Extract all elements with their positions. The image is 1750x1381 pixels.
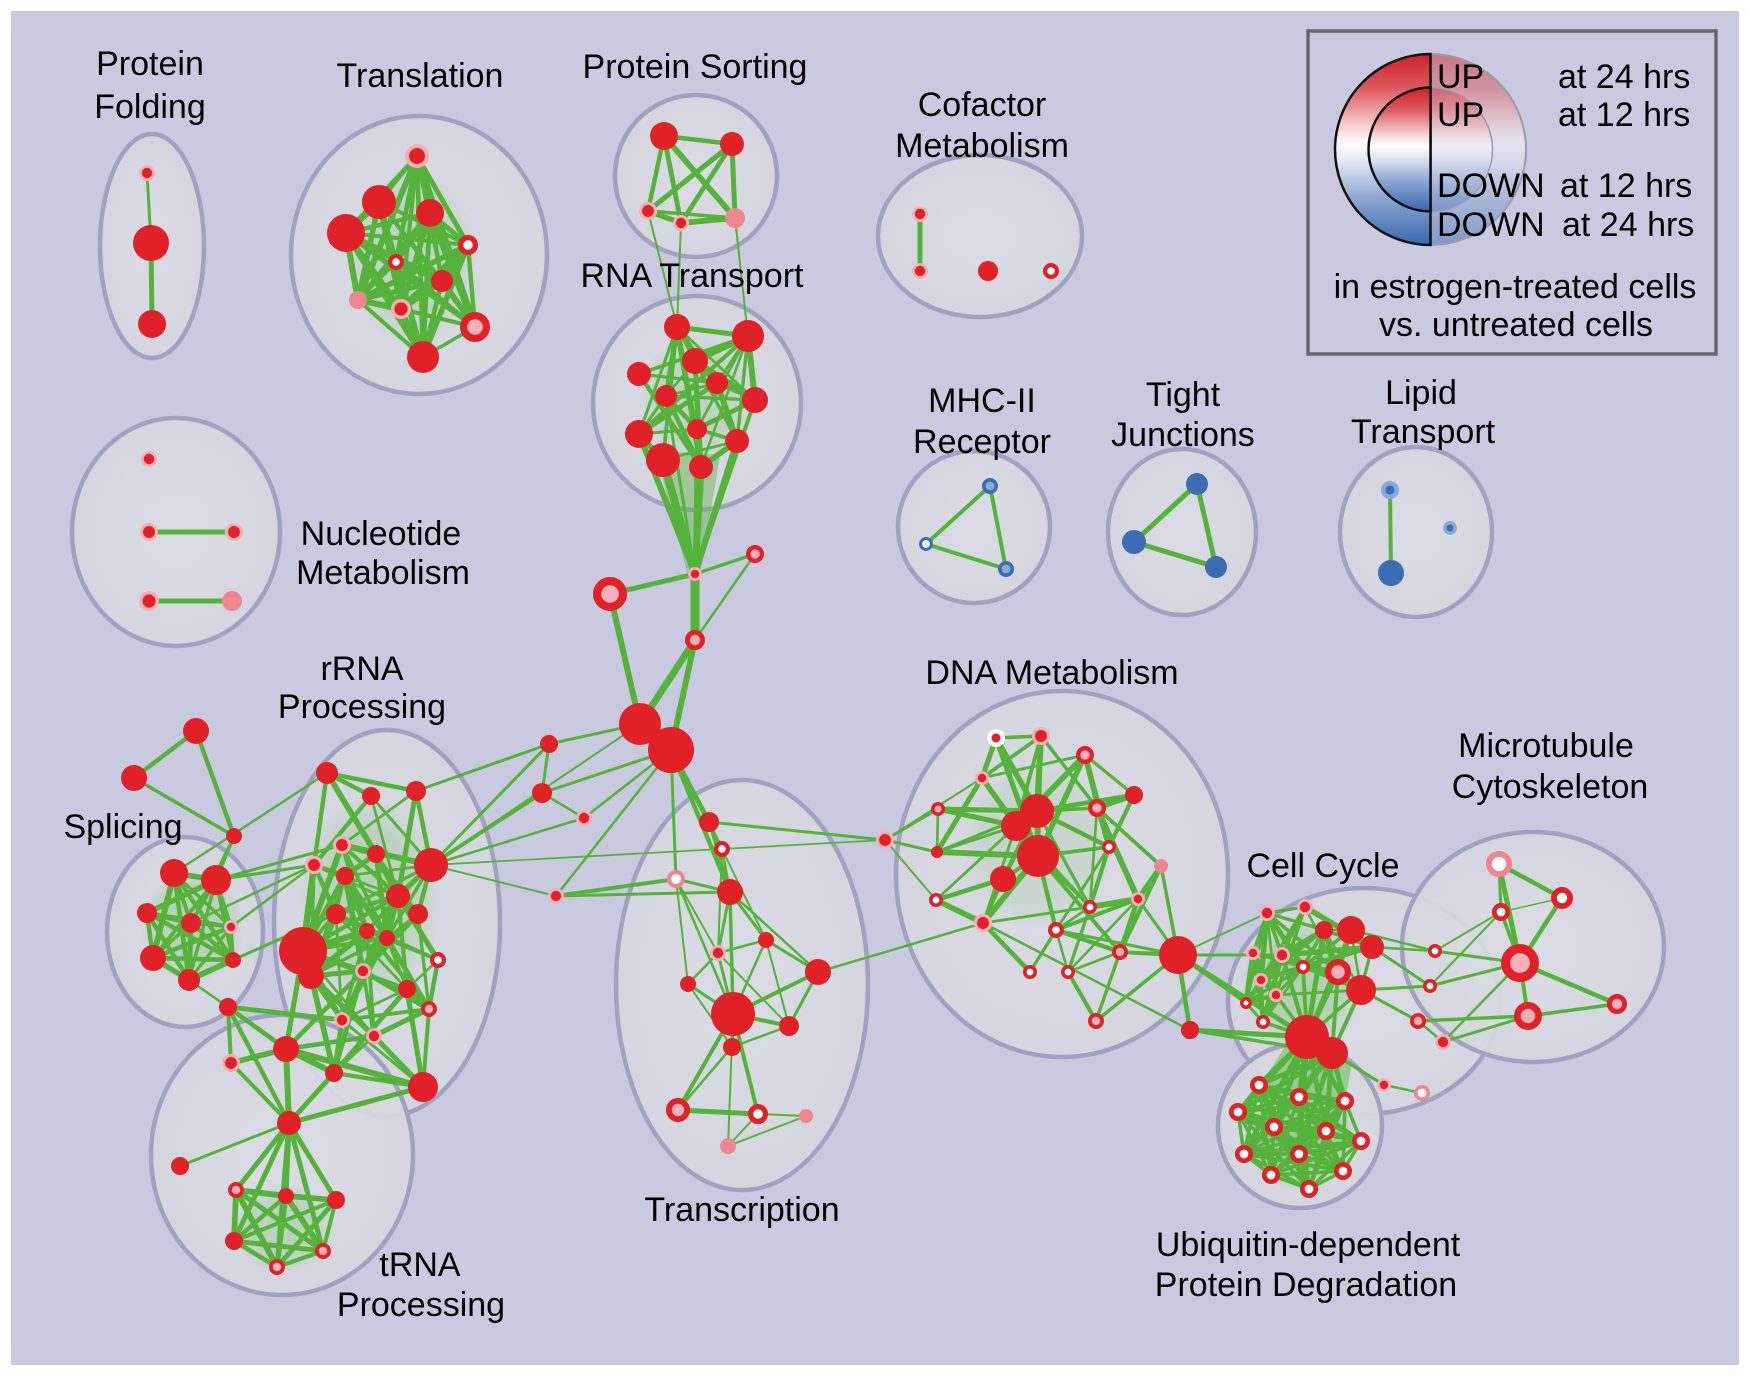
svg-text:Junctions: Junctions bbox=[1111, 416, 1255, 454]
svg-text:Protein Degradation: Protein Degradation bbox=[1155, 1266, 1457, 1304]
svg-text:Transcription: Transcription bbox=[644, 1191, 839, 1229]
svg-text:Transport: Transport bbox=[1351, 413, 1496, 451]
svg-text:MHC-II: MHC-II bbox=[928, 382, 1036, 420]
svg-text:Folding: Folding bbox=[94, 88, 206, 126]
svg-text:Microtubule: Microtubule bbox=[1458, 727, 1634, 765]
svg-text:Tight: Tight bbox=[1146, 376, 1221, 414]
svg-text:UP: UP bbox=[1437, 96, 1484, 134]
svg-text:at 12 hrs: at 12 hrs bbox=[1558, 96, 1690, 134]
svg-text:DOWN: DOWN bbox=[1437, 206, 1545, 244]
svg-text:DOWN: DOWN bbox=[1437, 167, 1545, 205]
svg-text:Cytoskeleton: Cytoskeleton bbox=[1452, 768, 1649, 806]
svg-text:Metabolism: Metabolism bbox=[296, 554, 470, 592]
svg-text:Splicing: Splicing bbox=[63, 808, 182, 846]
svg-text:in estrogen-treated cells: in estrogen-treated cells bbox=[1334, 268, 1697, 306]
svg-text:Receptor: Receptor bbox=[913, 423, 1051, 461]
svg-text:Processing: Processing bbox=[337, 1286, 505, 1324]
svg-text:at 24 hrs: at 24 hrs bbox=[1562, 206, 1694, 244]
svg-text:RNA Transport: RNA Transport bbox=[581, 257, 805, 295]
svg-text:at 12 hrs: at 12 hrs bbox=[1560, 167, 1692, 205]
svg-text:Cofactor: Cofactor bbox=[918, 86, 1047, 124]
svg-text:rRNA: rRNA bbox=[320, 650, 403, 688]
svg-text:DNA Metabolism: DNA Metabolism bbox=[925, 654, 1178, 692]
svg-text:tRNA: tRNA bbox=[379, 1246, 461, 1284]
svg-text:Translation: Translation bbox=[337, 57, 504, 95]
svg-text:Metabolism: Metabolism bbox=[895, 127, 1069, 165]
svg-text:UP: UP bbox=[1437, 58, 1484, 96]
svg-text:Cell Cycle: Cell Cycle bbox=[1246, 847, 1399, 885]
svg-text:Lipid: Lipid bbox=[1385, 374, 1457, 412]
svg-text:Ubiquitin-dependent: Ubiquitin-dependent bbox=[1156, 1226, 1461, 1264]
svg-text:Protein: Protein bbox=[96, 45, 204, 83]
svg-text:Nucleotide: Nucleotide bbox=[301, 515, 462, 553]
svg-text:at 24 hrs: at 24 hrs bbox=[1558, 58, 1690, 96]
svg-text:Processing: Processing bbox=[278, 688, 446, 726]
svg-text:vs. untreated cells: vs. untreated cells bbox=[1379, 306, 1653, 344]
svg-text:Protein Sorting: Protein Sorting bbox=[583, 48, 808, 86]
